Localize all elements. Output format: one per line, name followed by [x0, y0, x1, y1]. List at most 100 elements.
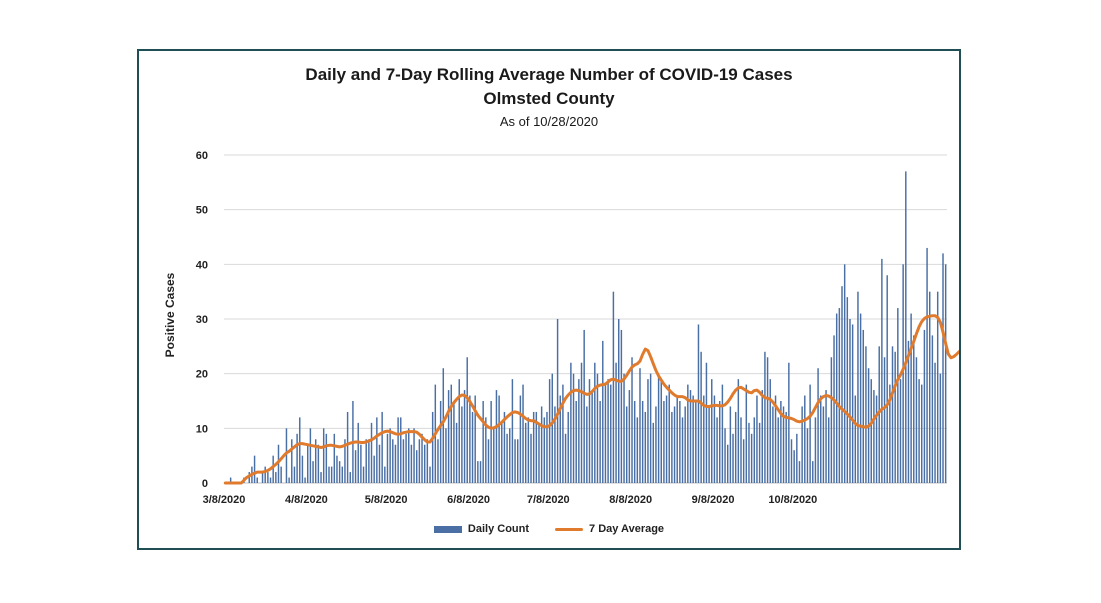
- bar-daily-count: [628, 390, 631, 483]
- y-axis-ticks: 0 10 20 30 40 50 60: [196, 150, 208, 490]
- bar-daily-count: [729, 406, 732, 483]
- bar-daily-count: [461, 406, 463, 483]
- bar-daily-count: [370, 422, 373, 483]
- bar-daily-count: [516, 439, 519, 483]
- bar-daily-count: [538, 422, 540, 483]
- bar-daily-count: [804, 395, 806, 483]
- bar-daily-count: [665, 395, 668, 483]
- bar-daily-count: [291, 439, 293, 483]
- bar-daily-count: [530, 433, 532, 483]
- bar-daily-count: [679, 401, 681, 483]
- bar-daily-count: [703, 395, 705, 483]
- bar-daily-count: [354, 450, 357, 483]
- bar-daily-count: [822, 406, 825, 483]
- bar-daily-count: [301, 455, 304, 483]
- bar-daily-count: [333, 433, 336, 483]
- bar-daily-count: [681, 417, 684, 483]
- x-tick-label: 7/8/2020: [527, 494, 570, 506]
- bar-daily-count: [740, 417, 742, 483]
- bar-daily-count: [748, 422, 750, 483]
- bar-daily-count: [408, 428, 410, 483]
- bar-daily-count: [734, 411, 737, 483]
- bar-daily-count: [631, 357, 633, 483]
- bar-daily-count: [373, 455, 375, 483]
- chart-frame: Daily and 7-Day Rolling Average Number o…: [137, 49, 961, 550]
- bar-daily-count: [817, 368, 819, 483]
- bar-daily-count: [559, 395, 561, 483]
- bar-daily-count: [870, 379, 872, 483]
- bar-daily-count: [785, 411, 787, 483]
- bar-daily-count: [506, 433, 508, 483]
- bar-daily-count: [859, 313, 862, 483]
- bar-daily-count: [586, 406, 588, 483]
- bar-daily-count: [668, 384, 670, 483]
- bar-daily-count: [756, 395, 758, 483]
- y-tick-label: 20: [196, 369, 208, 381]
- bar-daily-count: [490, 401, 492, 483]
- legend-swatch-line: [555, 527, 584, 531]
- bar-daily-count: [878, 346, 880, 483]
- bar-daily-count: [336, 455, 338, 483]
- bar-daily-count: [862, 329, 865, 483]
- bar-daily-count: [737, 379, 740, 483]
- bar-daily-count: [304, 477, 306, 483]
- y-axis-label: Positive Cases: [163, 272, 177, 357]
- legend: Daily Count 7 Day Average: [139, 523, 959, 535]
- bar-daily-count: [761, 390, 763, 483]
- bar-daily-count: [540, 406, 543, 483]
- bar-daily-count: [591, 390, 593, 483]
- bar-daily-count: [415, 450, 418, 483]
- bar-daily-count: [918, 379, 920, 483]
- bar-daily-count: [548, 379, 551, 483]
- bar-daily-count: [280, 466, 282, 483]
- y-tick-label: 40: [196, 259, 208, 271]
- bar-daily-count: [328, 466, 330, 483]
- bar-daily-count: [341, 466, 344, 483]
- bar-daily-count: [883, 357, 886, 483]
- bar-daily-count: [865, 346, 867, 483]
- bar-daily-count: [362, 466, 365, 483]
- x-tick-label: 6/8/2020: [447, 494, 490, 506]
- bar-daily-count: [934, 362, 936, 483]
- bar-daily-count: [431, 411, 434, 483]
- bar-daily-count: [689, 390, 692, 483]
- bar-daily-count: [764, 351, 766, 483]
- bar-daily-count: [572, 373, 575, 483]
- bar-daily-count: [835, 313, 838, 483]
- bar-daily-count: [801, 406, 803, 483]
- bar-daily-count: [814, 417, 817, 483]
- bar-daily-count: [711, 379, 713, 483]
- bar-daily-count: [684, 406, 686, 483]
- bar-daily-count: [413, 428, 415, 483]
- bar-daily-count: [599, 401, 601, 483]
- bar-daily-count: [527, 417, 530, 483]
- bar-daily-count: [942, 253, 944, 483]
- bar-daily-count: [360, 444, 362, 483]
- seven-day-average-line: [223, 314, 959, 485]
- bar-daily-count: [724, 428, 726, 483]
- bar-daily-count: [264, 466, 266, 483]
- bar-daily-count: [769, 379, 771, 483]
- bar-daily-count: [838, 308, 841, 483]
- bar-daily-count: [846, 297, 849, 483]
- x-tick-label: 4/8/2020: [285, 494, 328, 506]
- bar-daily-count: [426, 439, 429, 483]
- bar-daily-count: [288, 477, 290, 483]
- bar-daily-count: [261, 472, 264, 483]
- bar-daily-count: [745, 384, 748, 483]
- bar-daily-count: [453, 401, 455, 483]
- bar-daily-count: [580, 362, 583, 483]
- bar-daily-count: [392, 439, 394, 483]
- bar-daily-count: [788, 362, 790, 483]
- bar-daily-count: [812, 461, 814, 483]
- bar-daily-count: [309, 428, 312, 483]
- bar-daily-count: [649, 373, 652, 483]
- bar-daily-count: [793, 450, 795, 483]
- bar-daily-count: [875, 395, 878, 483]
- bar-daily-count: [532, 411, 535, 483]
- bar-daily-count: [639, 368, 641, 483]
- daily-count-bars: [229, 171, 947, 483]
- legend-item-7-day-average: 7 Day Average: [555, 523, 664, 535]
- bar-daily-count: [325, 433, 328, 483]
- bar-daily-count: [843, 264, 846, 483]
